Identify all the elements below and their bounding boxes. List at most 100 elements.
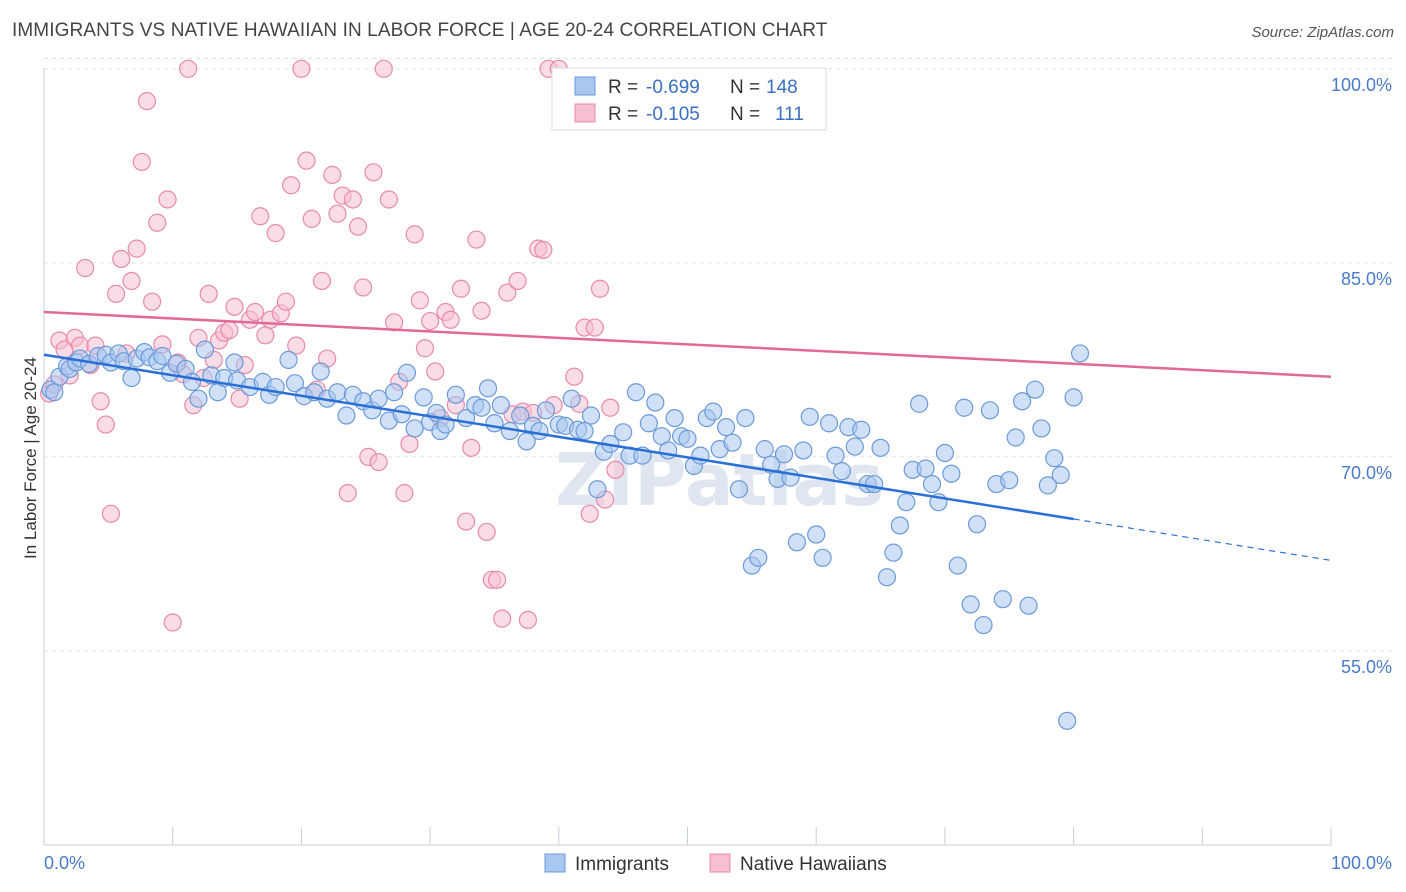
immigrants-point-78 [614,423,633,442]
hawaiian-point-106 [585,318,604,337]
immigrants-point-137 [993,590,1012,609]
immigrants-point-117 [865,474,884,494]
hawaiian-point-59 [343,190,362,209]
immigrants-point-124 [910,394,929,413]
hawaiian-point-40 [245,302,265,322]
immigrants-point-18 [153,346,172,366]
native-hawaiians-points [40,59,625,632]
hawaiian-point-67 [384,313,404,332]
hawaiian-point-53 [312,271,332,291]
hawaiian-point-11 [96,415,115,434]
immigrants-point-67 [530,421,549,441]
immigrants-point-103 [774,445,794,464]
hawaiian-point-58 [338,484,357,503]
hawaiian-point-109 [601,398,620,417]
immigrants-trend-line [43,353,1074,521]
hawaiian-trend-line [43,310,1332,378]
immigrants-point-146 [1051,465,1070,485]
immigrants-point-59 [472,398,491,417]
hawaiian-point-16 [122,271,141,291]
immigrants-point-75 [588,480,607,499]
hawaiian-point-12 [101,504,121,523]
immigrants-point-86 [665,408,684,428]
trend-lines [43,310,1332,561]
hawaiian-point-96 [534,240,553,260]
immigrants-point-147 [1058,711,1077,730]
immigrants-point-41 [337,406,356,425]
hawaiian-point-85 [477,522,496,542]
hawaiian-point-88 [493,609,512,628]
y-tick-label-100: 100.0% [1331,75,1392,95]
hawaiian-point-73 [415,339,435,358]
immigrants-point-100 [755,440,774,459]
hawaiian-point-82 [462,438,481,457]
immigrants-point-126 [922,474,942,494]
immigrants-point-83 [646,393,665,412]
immigrants-point-80 [626,383,646,402]
immigrants-point-47 [384,383,404,402]
hawaiian-point-64 [369,452,388,472]
hawaiian-point-107 [590,279,610,298]
immigrants-point-119 [877,568,897,587]
hawaiian-point-74 [421,311,440,331]
y-tick-labels: 55.0% 70.0% 85.0% 100.0% [1331,75,1392,677]
source-label: Source: ZipAtlas.com [1251,24,1394,41]
immigrants-point-94 [717,418,736,437]
hawaiian-point-17 [127,239,146,258]
legend-immigrants-swatch [574,76,596,96]
legend-immigrants-n-value: 148 [766,77,798,98]
immigrants-points [41,340,1090,730]
immigrants-point-121 [890,516,909,535]
immigrants-point-68 [536,401,556,420]
immigrants-point-105 [787,533,806,552]
immigrants-point-110 [819,414,839,433]
hawaiian-point-87 [487,570,507,589]
hawaiian-point-7 [76,258,95,278]
hawaiian-point-41 [251,207,270,226]
bottom-legend: Immigrants Native Hawaiians [544,853,887,875]
hawaiian-point-110 [606,460,625,479]
immigrants-point-49 [397,363,417,382]
immigrants-point-145 [1045,449,1064,468]
hawaiian-point-31 [199,284,218,304]
immigrants-point-97 [736,408,755,428]
hawaiian-point-91 [508,271,527,291]
x-tick-label-max: 100.0% [1331,853,1392,873]
immigrants-point-140 [1013,392,1032,411]
immigrants-point-95 [723,433,742,452]
legend-hawaiian-n-value: 111 [775,104,804,125]
hawaiian-point-78 [441,310,460,329]
immigrants-point-64 [511,406,530,425]
hawaiian-point-75 [426,362,445,381]
immigrants-point-60 [478,379,498,398]
immigrants-point-35 [285,374,305,393]
immigrants-point-131 [955,398,974,417]
hawaiian-point-81 [457,512,476,531]
immigrants-point-62 [491,396,510,415]
legend-box [551,67,827,131]
immigrants-point-138 [1000,471,1019,490]
immigrants-point-92 [704,402,723,421]
immigrants-point-48 [392,405,411,424]
hawaiian-point-36 [225,297,244,316]
hawaiian-point-105 [580,504,599,523]
immigrants-point-56 [446,385,465,404]
immigrants-point-50 [405,419,424,438]
immigrants-point-13 [122,368,141,388]
hawaiian-point-71 [405,225,424,244]
hawaiian-point-18 [132,152,151,172]
y-tick-label-55: 55.0% [1341,657,1392,677]
immigrants-point-40 [328,383,347,402]
immigrants-point-135 [980,401,1000,420]
immigrants-point-132 [961,595,980,614]
immigrants-point-24 [195,340,214,359]
immigrants-point-115 [852,420,871,439]
immigrants-point-120 [884,543,903,562]
hawaiian-point-69 [395,484,414,503]
chart-title: IMMIGRANTS VS NATIVE HAWAIIAN IN LABOR F… [12,20,828,41]
immigrants-point-139 [1006,428,1025,447]
immigrants-trend-extension [1073,518,1332,561]
hawaiian-point-13 [106,284,126,304]
y-axis-label: In Labor Force | Age 20-24 [21,357,40,559]
y-tick-label-70: 70.0% [1341,463,1392,483]
